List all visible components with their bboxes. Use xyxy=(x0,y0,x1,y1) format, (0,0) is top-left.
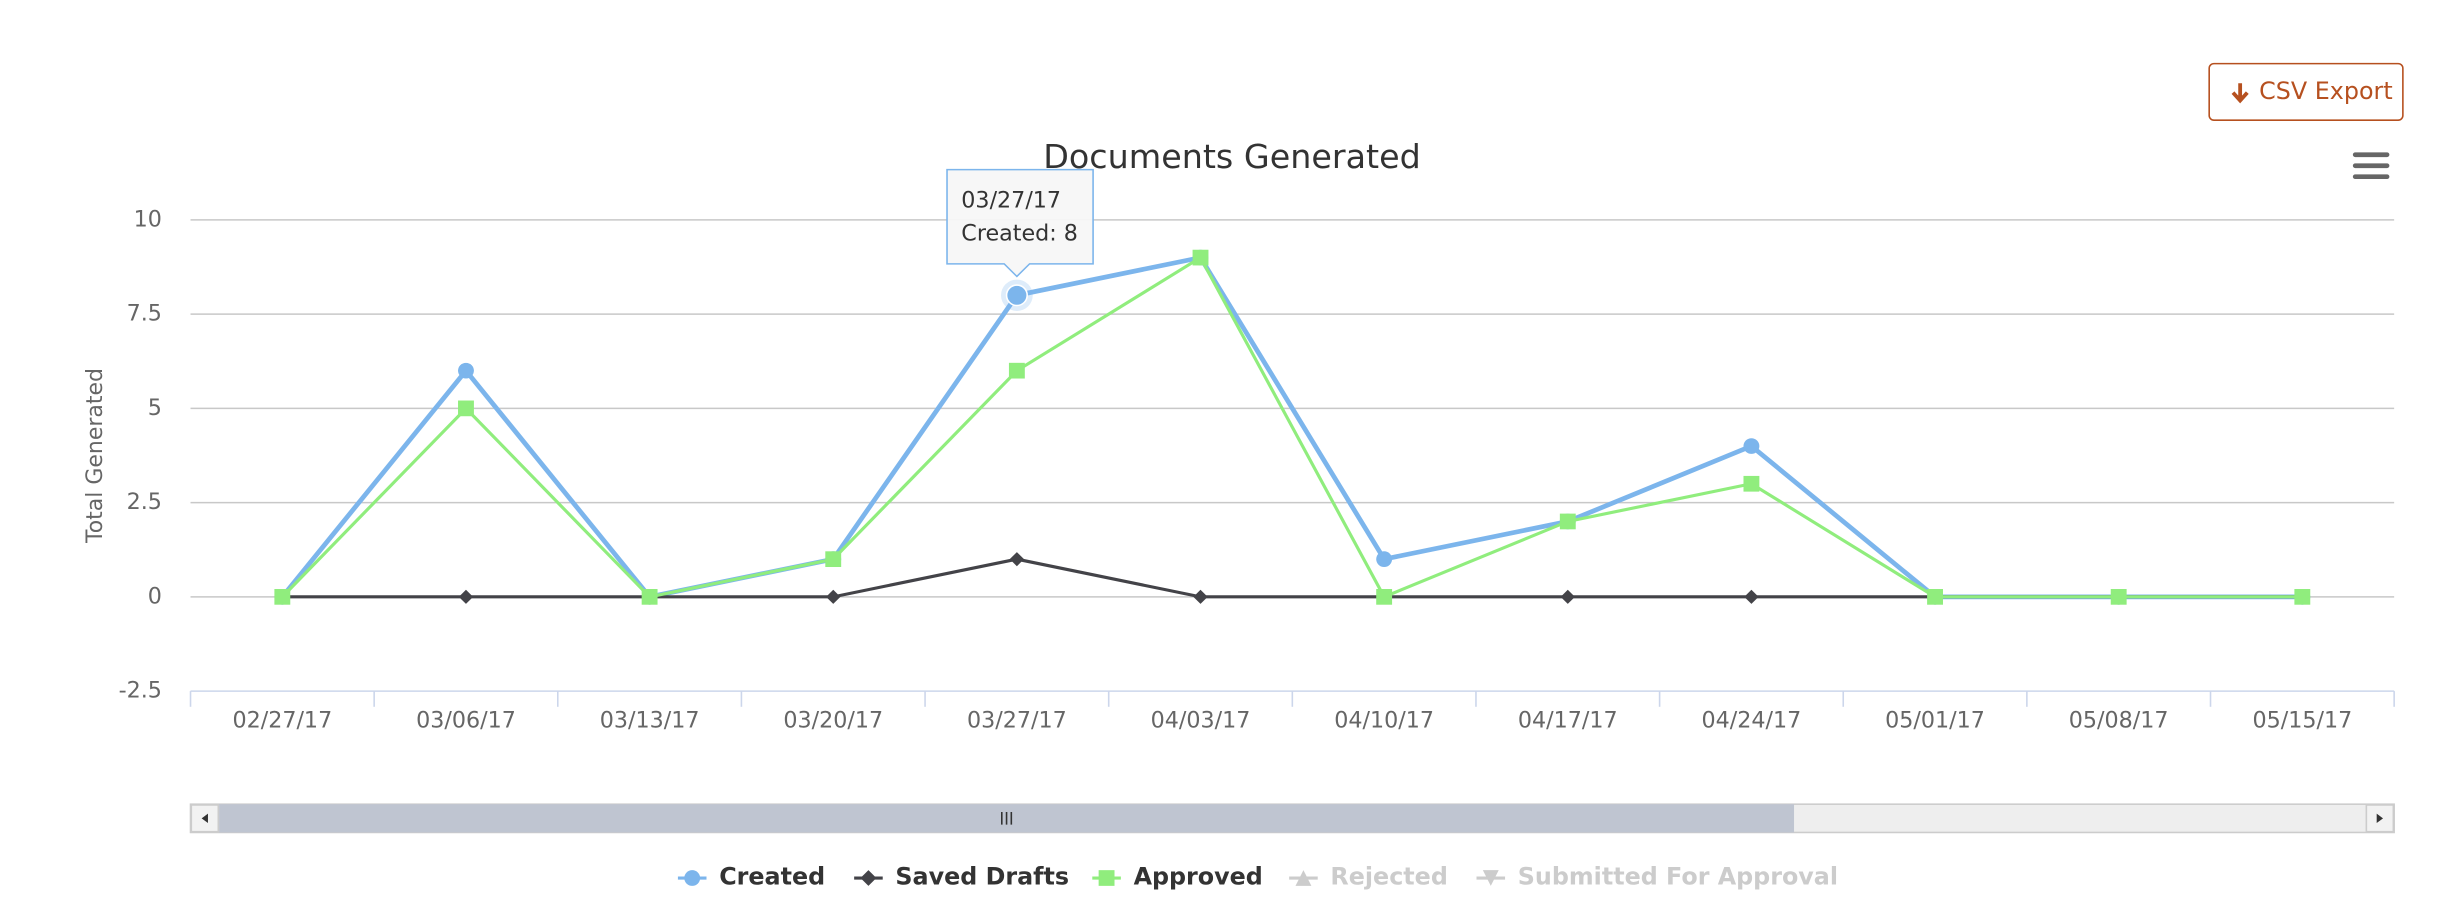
marker xyxy=(1743,438,1760,454)
legend-item[interactable]: Submitted For Approval xyxy=(1476,863,1838,891)
tooltip-box xyxy=(946,168,1094,278)
marker xyxy=(2294,589,2311,605)
marker xyxy=(1005,284,1028,307)
x-tick-label: 04/10/17 xyxy=(1334,708,1434,734)
marker xyxy=(1193,589,1208,604)
marker xyxy=(458,589,474,604)
marker xyxy=(458,400,474,417)
marker xyxy=(1009,552,1025,567)
marker xyxy=(1927,589,1943,605)
tooltip-title: 03/27/17 xyxy=(961,188,1061,214)
download-icon xyxy=(2231,83,2249,104)
marker xyxy=(2110,589,2127,605)
menu-button[interactable] xyxy=(2352,152,2390,180)
x-tick-label: 05/01/17 xyxy=(1885,708,1985,734)
button-label[interactable]: CSV Export xyxy=(2259,77,2392,105)
marker xyxy=(1376,551,1393,568)
legend-label[interactable]: Saved Drafts xyxy=(895,863,1069,891)
legend-label[interactable]: Approved xyxy=(1134,863,1263,891)
legend-item[interactable]: Saved Drafts xyxy=(854,863,1069,891)
y-axis-title: Total Generated xyxy=(82,368,108,544)
legend-item[interactable]: Created xyxy=(677,863,825,891)
x-tick-label: 03/27/17 xyxy=(967,708,1067,734)
y-tick-label: 5 xyxy=(148,395,162,421)
y-tick-label: 7.5 xyxy=(127,301,162,327)
marker xyxy=(1743,475,1760,492)
menu-bar[interactable] xyxy=(2352,163,2390,169)
series-line xyxy=(282,557,2303,599)
tooltip-text: Created: 8 xyxy=(961,221,1078,247)
x-tick-label: 05/08/17 xyxy=(2069,708,2169,734)
tooltip: 03/27/17 Created: 8 xyxy=(946,168,1094,278)
button-frame[interactable] xyxy=(2208,62,2404,121)
marker[interactable] xyxy=(1098,870,1115,886)
y-tick-label: 0 xyxy=(148,583,162,609)
marker xyxy=(458,362,474,379)
marker[interactable] xyxy=(684,870,701,886)
y-tick-label: -2.5 xyxy=(119,678,162,704)
legend-item[interactable]: Approved xyxy=(1092,863,1263,891)
legend-label[interactable]: Submitted For Approval xyxy=(1518,863,1838,891)
series-line xyxy=(281,255,2303,599)
x-tick-label: 04/24/17 xyxy=(1702,708,1802,734)
csv-export-button[interactable]: CSV Export xyxy=(2208,62,2404,121)
marker xyxy=(1008,362,1025,379)
legend-item[interactable]: Rejected xyxy=(1289,863,1448,891)
thumb-grip xyxy=(1001,812,1013,825)
marker xyxy=(274,589,291,605)
legend-label[interactable]: Created xyxy=(719,863,825,891)
arrow xyxy=(201,813,208,824)
x-tick-label: 03/13/17 xyxy=(600,708,700,734)
marker xyxy=(1560,589,1575,604)
marker xyxy=(825,551,842,568)
legend-label[interactable]: Rejected xyxy=(1330,863,1447,891)
marker[interactable] xyxy=(860,870,877,886)
marker xyxy=(1744,589,1759,604)
marker[interactable] xyxy=(1295,870,1312,886)
y-tick-label: 2.5 xyxy=(127,489,162,515)
x-tick-label: 03/20/17 xyxy=(783,708,883,734)
x-tick-label: 05/15/17 xyxy=(2252,708,2352,734)
x-tick-label: 04/17/17 xyxy=(1518,708,1618,734)
marker xyxy=(1376,589,1393,605)
menu-bar[interactable] xyxy=(2352,152,2390,158)
menu-bar[interactable] xyxy=(2352,174,2390,180)
marker xyxy=(641,589,658,605)
y-tick-label: 10 xyxy=(134,206,162,232)
chart-title: Documents Generated xyxy=(1043,137,1421,176)
marker[interactable] xyxy=(1482,870,1499,886)
x-tick-label: 04/03/17 xyxy=(1151,708,1251,734)
marker xyxy=(1192,249,1209,266)
x-tick-label: 02/27/17 xyxy=(232,708,332,734)
scrollbar[interactable] xyxy=(189,803,2395,834)
x-tick-label: 03/06/17 xyxy=(416,708,516,734)
arrow xyxy=(2376,813,2384,824)
marker xyxy=(826,589,841,604)
marker xyxy=(1559,513,1576,530)
scroll-right[interactable] xyxy=(2365,804,2395,833)
